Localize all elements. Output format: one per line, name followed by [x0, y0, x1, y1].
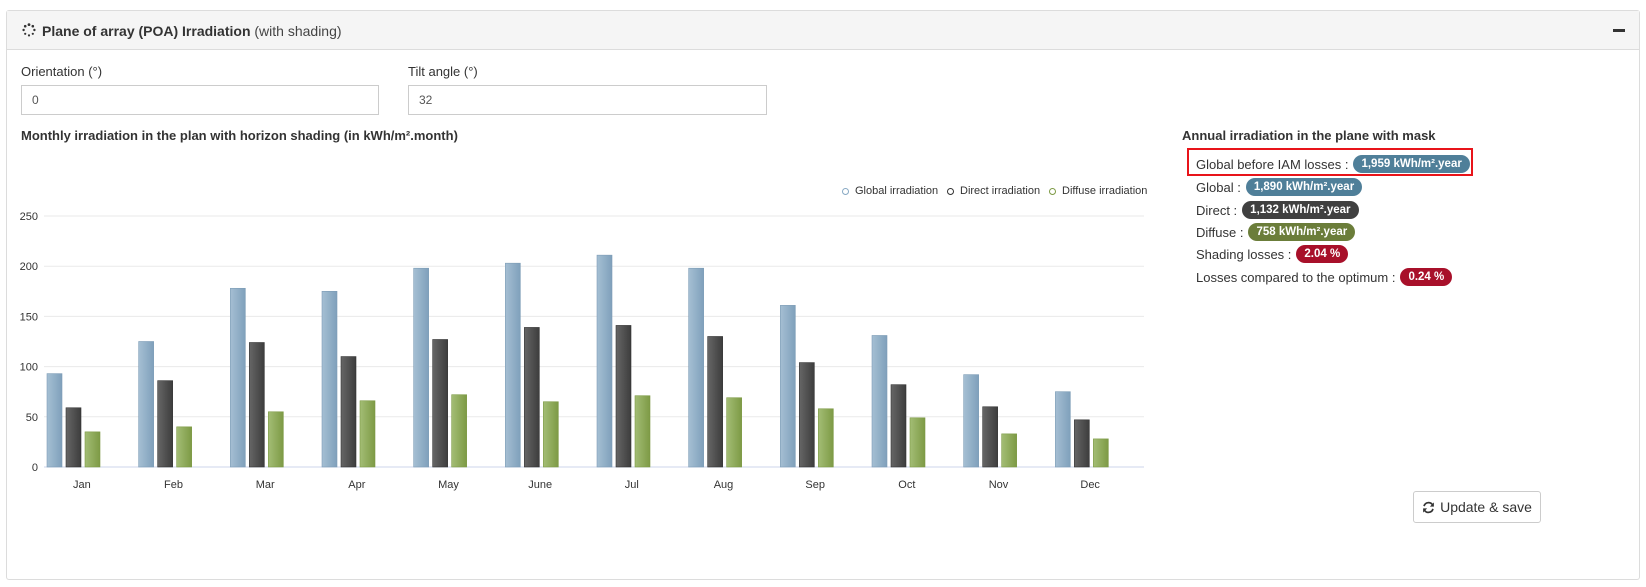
y-tick-label: 100: [20, 362, 38, 374]
bar-diffuse-june[interactable]: [543, 401, 559, 468]
panel-title: Plane of array (POA) Irradiation (with s…: [42, 23, 342, 39]
orientation-input[interactable]: [21, 85, 379, 115]
highlight-box: [1187, 148, 1473, 176]
x-tick-label: Sep: [805, 479, 825, 491]
bar-diffuse-may[interactable]: [451, 394, 467, 468]
bar-direct-june[interactable]: [524, 327, 540, 468]
refresh-icon: [1423, 501, 1434, 513]
annual-row-badge: 2.04 %: [1296, 245, 1349, 263]
chart-title: Monthly irradiation in the plan with hor…: [21, 128, 458, 143]
update-save-button[interactable]: Update & save: [1413, 491, 1541, 523]
update-save-label: Update & save: [1440, 499, 1532, 515]
annual-title: Annual irradiation in the plane with mas…: [1182, 128, 1436, 143]
annual-row-label: Global before IAM losses :: [1196, 156, 1349, 172]
bar-diffuse-oct[interactable]: [909, 417, 926, 468]
tilt-label: Tilt angle (°): [408, 64, 478, 79]
spinner-icon: [22, 23, 36, 37]
x-tick-label: Aug: [714, 479, 734, 491]
annual-row-label: Global :: [1196, 179, 1241, 195]
x-tick-label: Dec: [1080, 479, 1100, 491]
bar-global-dec[interactable]: [1055, 391, 1071, 468]
annual-row-label: Direct :: [1196, 202, 1238, 218]
legend-direct-label: Direct irradiation: [960, 185, 1041, 197]
panel-title-bold: Plane of array (POA) Irradiation: [42, 23, 251, 39]
bar-global-nov[interactable]: [963, 374, 979, 468]
x-tick-label: Feb: [164, 479, 183, 491]
y-tick-label: 150: [20, 311, 38, 323]
annual-row-label: Shading losses :: [1196, 246, 1292, 262]
x-tick-label: Oct: [898, 479, 915, 491]
annual-row-badge: 0.24 %: [1400, 268, 1453, 286]
bar-global-may[interactable]: [413, 267, 429, 468]
y-tick-label: 50: [26, 412, 38, 424]
annual-row-label: Losses compared to the optimum :: [1196, 269, 1396, 285]
bar-direct-oct[interactable]: [890, 384, 907, 468]
annual-row-badge: 1,132 kWh/m².year: [1242, 201, 1359, 219]
bar-diffuse-aug[interactable]: [726, 397, 742, 468]
x-tick-label: Nov: [989, 479, 1009, 491]
bar-diffuse-apr[interactable]: [359, 400, 376, 468]
annual-row: Losses compared to the optimum :0.24 %: [1196, 268, 1453, 286]
y-tick-label: 0: [32, 462, 38, 474]
bar-direct-jul[interactable]: [615, 325, 632, 468]
legend-global[interactable]: Global irradiation: [842, 185, 938, 197]
bar-direct-jan[interactable]: [65, 407, 82, 468]
bar-direct-apr[interactable]: [340, 356, 357, 468]
x-tick-label: Jan: [73, 479, 91, 491]
annual-row-label: Diffuse :: [1196, 224, 1244, 240]
bar-direct-sep[interactable]: [799, 362, 815, 468]
bar-diffuse-jul[interactable]: [634, 395, 651, 468]
bar-global-oct[interactable]: [871, 335, 888, 468]
bar-global-aug[interactable]: [688, 267, 704, 468]
bar-global-jan[interactable]: [46, 373, 63, 468]
legend-global-marker: [842, 187, 849, 195]
legend-diffuse-label: Diffuse irradiation: [1062, 185, 1148, 197]
bar-diffuse-feb[interactable]: [176, 426, 192, 468]
bar-direct-aug[interactable]: [707, 336, 723, 468]
bar-global-apr[interactable]: [321, 290, 338, 468]
annual-row-badge: 758 kWh/m².year: [1248, 223, 1356, 241]
x-tick-label: Mar: [256, 479, 275, 491]
bar-diffuse-jan[interactable]: [84, 431, 101, 468]
bar-direct-dec[interactable]: [1074, 419, 1090, 468]
x-tick-label: May: [438, 479, 459, 491]
bar-global-sep[interactable]: [780, 305, 796, 468]
x-tick-label: June: [528, 479, 552, 491]
legend-direct-marker: [947, 187, 954, 195]
bar-diffuse-sep[interactable]: [818, 408, 834, 468]
bar-diffuse-mar[interactable]: [268, 411, 284, 468]
annual-row: Shading losses :2.04 %: [1196, 245, 1349, 263]
panel-title-sub: (with shading): [254, 23, 342, 39]
y-tick-label: 200: [20, 261, 38, 273]
bar-direct-may[interactable]: [432, 339, 448, 468]
legend-global-label: Global irradiation: [855, 185, 939, 197]
orientation-label: Orientation (°): [21, 64, 103, 79]
bar-global-june[interactable]: [505, 262, 521, 468]
annual-row: Diffuse :758 kWh/m².year: [1196, 223, 1356, 241]
x-tick-label: Apr: [348, 479, 365, 491]
bar-direct-mar[interactable]: [249, 342, 265, 468]
legend-diffuse[interactable]: Diffuse irradiation: [1049, 185, 1147, 197]
panel-heading[interactable]: Plane of array (POA) Irradiation (with s…: [7, 11, 1639, 50]
annual-row: Global before IAM losses :1,959 kWh/m².y…: [1196, 155, 1470, 173]
minus-icon[interactable]: [1613, 29, 1625, 32]
annual-row: Global :1,890 kWh/m².year: [1196, 178, 1363, 196]
bar-diffuse-nov[interactable]: [1001, 433, 1017, 468]
tilt-input[interactable]: [408, 85, 767, 115]
x-tick-label: Jul: [625, 479, 639, 491]
legend-diffuse-marker: [1049, 187, 1056, 195]
bar-global-jul[interactable]: [596, 254, 613, 468]
irradiation-bar-chart: 0 50 100 150 200 250 Jan Feb Mar Apr May June Jul Aug…: [20, 211, 1144, 491]
annual-row-badge: 1,890 kWh/m².year: [1245, 178, 1363, 196]
bar-global-mar[interactable]: [230, 287, 246, 468]
bar-global-feb[interactable]: [138, 341, 154, 468]
annual-row: Direct :1,132 kWh/m².year: [1196, 201, 1359, 219]
annual-row-badge: 1,959 kWh/m².year: [1353, 155, 1470, 173]
bar-diffuse-dec[interactable]: [1093, 438, 1109, 468]
bar-direct-feb[interactable]: [157, 380, 173, 468]
legend-direct[interactable]: Direct irradiation: [947, 185, 1040, 197]
bar-direct-nov[interactable]: [982, 406, 998, 468]
y-tick-label: 250: [20, 211, 38, 223]
